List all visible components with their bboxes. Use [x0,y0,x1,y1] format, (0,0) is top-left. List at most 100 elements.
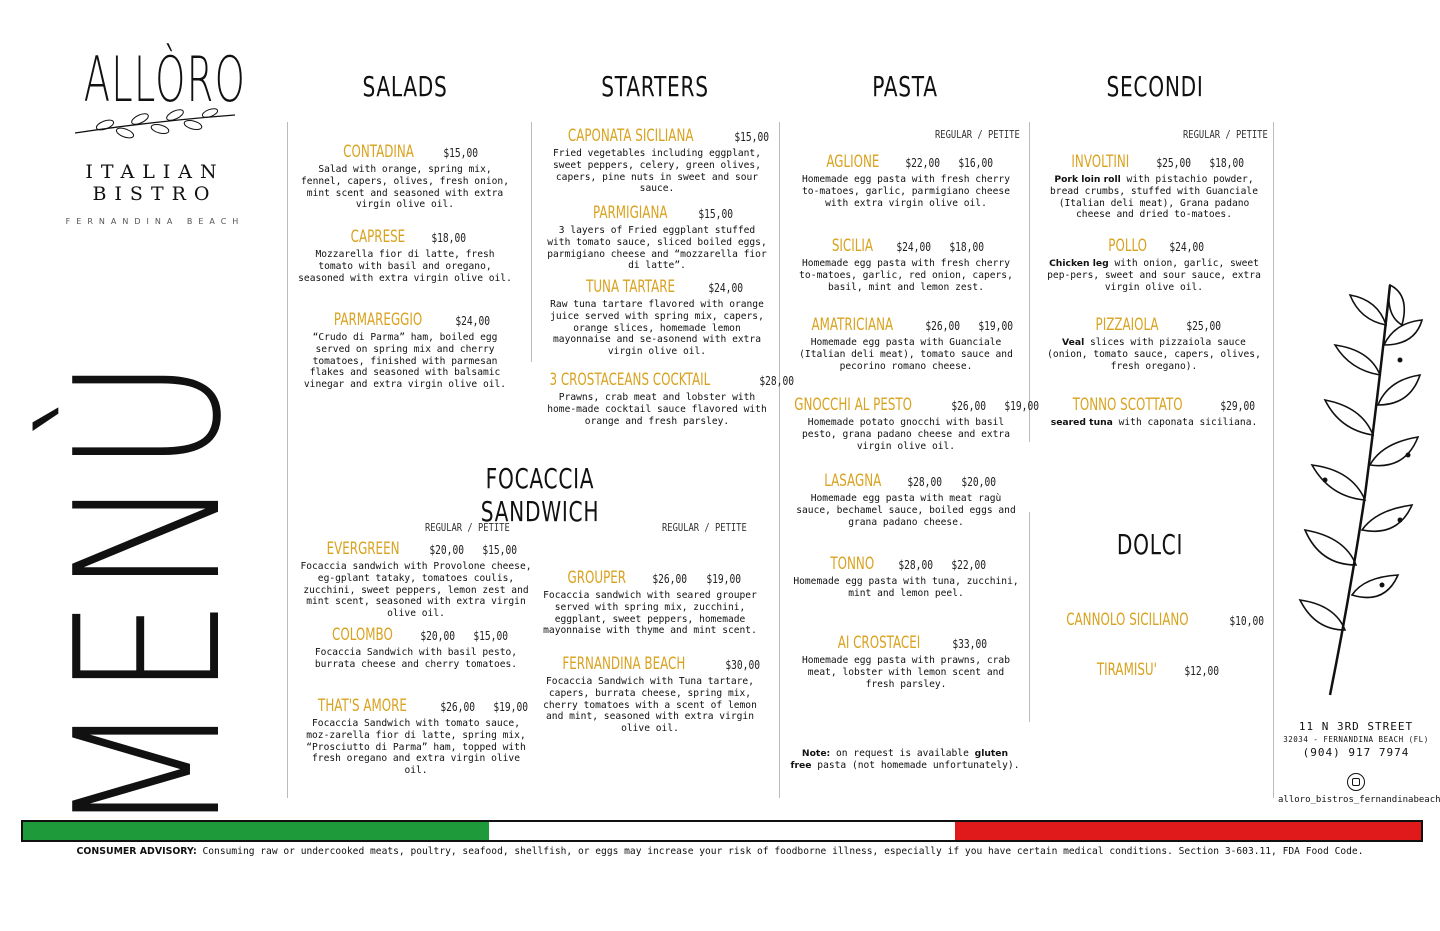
item-name: LASAGNA [824,471,882,491]
menu-item: CAPONATA SICILIANA $15,00 Fried vegetable… [545,126,769,195]
item-price-petite: $18,00 [1209,156,1245,170]
heading-focaccia: FOCACCIA SANDWICH [480,462,600,528]
item-price: $15,00 [443,146,478,160]
item-description: Raw tuna tartare flavored with orange ju… [550,299,764,358]
menu-item: POLLO $24,00 Chicken leg with onion, garl… [1042,236,1266,293]
consumer-advisory: CONSUMER ADVISORY: Consuming raw or unde… [76,846,1364,857]
item-price: $25,00 [1186,319,1222,333]
instagram-icon[interactable] [1347,773,1365,791]
item-price: $12,00 [1184,664,1220,678]
item-description: Focaccia Sandwich with basil pesto, burr… [314,647,518,670]
divider [1029,512,1030,722]
address-block: 11 N 3RD STREET 32034 - FERNANDINA BEACH… [1278,720,1440,805]
menu-item: TIRAMISU' $12,00 [1042,660,1266,680]
menu-item: PARMAREGGIO $24,00 “Crudo di Parma” ham, … [296,310,514,391]
menu-item: EVERGREEN $20,00 $15,00 Focaccia sandwich … [300,539,532,620]
item-description: Fried vegetables including eggplant, swe… [553,148,761,195]
item-name: EVERGREEN [326,539,400,559]
item-price: $29,00 [1220,399,1255,413]
item-description: 3 layers of Fried eggplant stuffed with … [547,225,767,272]
item-name: CAPONATA SICILIANA [567,126,694,146]
menu-item: SICILIA $24,00 $18,00 Homemade egg pasta w… [792,236,1020,293]
regular-petite-label: REGULAR / PETITE [935,128,1020,141]
menu-item: GNOCCHI AL PESTO $26,00 $19,00 Homemade po… [792,395,1039,452]
item-name: CANNOLO SICILIANO [1066,610,1189,630]
item-price: $24,00 [896,240,932,254]
menu-item: LASAGNA $28,00 $20,00 Homemade egg pasta w… [792,471,1020,528]
menu-item: THAT'S AMORE $26,00 $19,00 Focaccia Sandwi… [300,696,532,777]
item-description: Homemade egg pasta with fresh cherry to-… [799,258,1013,293]
divider [287,122,288,798]
heading-dolci: DOLCI [1116,528,1184,561]
olive-branch-illustration-icon [1298,283,1424,696]
item-name: CAPRESE [351,227,406,247]
item-price: $26,00 [440,700,476,714]
item-price-petite: $15,00 [482,543,518,557]
item-price: $22,00 [904,156,940,170]
item-price: $25,00 [1156,156,1192,170]
item-name: GROUPER [567,568,626,588]
menu-item: GROUPER $26,00 $19,00 Focaccia sandwich wi… [538,568,762,637]
menu-item: AGLIONE $22,00 $16,00 Homemade egg pasta w… [792,152,1020,209]
item-price-petite: $16,00 [958,156,993,170]
menu-item: CONTADINA $15,00 Salad with orange, sprin… [298,142,512,211]
item-name: PIZZAIOLA [1095,315,1159,335]
item-price-petite: $22,00 [951,558,987,572]
item-price: $26,00 [652,572,688,586]
item-description: Focaccia sandwich with Provolone cheese,… [300,561,532,620]
item-name: TONNO SCOTTATO [1072,395,1183,415]
menu-item: AI CROSTACEI $33,00 Homemade egg pasta wi… [792,633,1020,690]
item-price: $15,00 [734,130,770,144]
item-name: COLOMBO [332,625,394,645]
heading-starters: STARTERS [601,70,709,103]
item-price: $30,00 [725,658,761,672]
item-description: Mozzarella fior di latte, fresh tomato w… [298,249,512,284]
address-city: 32034 - FERNANDINA BEACH (FL) [1283,735,1429,744]
item-description: Homemade egg pasta with prawns, crab mea… [802,655,1010,690]
item-description: Homemade egg pasta with fresh cherry to-… [802,174,1010,209]
brand-subtitle: ITALIAN BISTRO [85,161,225,205]
heading-pasta: PASTA [872,70,938,103]
instagram-handle[interactable]: alloro_bistros_fernandinabeach [1278,795,1440,805]
item-price: $15,00 [697,207,733,221]
item-price: $18,00 [431,231,467,245]
item-price: $24,00 [708,281,743,295]
item-price-petite: $19,00 [706,572,741,586]
brand-location: FERNANDINA BEACH [65,217,245,226]
heading-salads: SALADS [362,70,448,103]
address-street: 11 N 3RD STREET [1298,720,1414,733]
item-name: TUNA TARTARE [585,277,675,297]
italian-flag-bar [21,820,1423,842]
menu-item: CANNOLO SICILIANO $10,00 [1042,610,1266,630]
menu-item: COLOMBO $20,00 $15,00 Focaccia Sandwich wi… [300,625,532,671]
menu-item: PARMIGIANA $15,00 3 layers of Fried eggpl… [545,203,769,272]
item-description: Focaccia Sandwich with Tuna tartare, cap… [543,676,757,735]
item-name: CONTADINA [342,142,414,162]
item-name: SICILIA [832,236,874,256]
brand-logo: ALLÒRO ITALIAN BISTRO FERNANDINA BEACH [40,45,270,227]
item-name: GNOCCHI AL PESTO [793,395,912,415]
gluten-free-note: Note: on request is available gluten fre… [790,748,1020,771]
item-name: AI CROSTACEI [838,633,921,653]
item-price: $10,00 [1229,614,1264,628]
item-price-petite: $20,00 [961,475,996,489]
item-name: TIRAMISU' [1097,660,1158,680]
item-description: Chicken leg with onion, garlic, sweet pe… [1047,258,1261,293]
item-description: seared tuna with caponata siciliana. [1050,417,1258,428]
item-description: Prawns, crab meat and lobster with home-… [547,392,767,427]
item-description: “Crudo di Parma” ham, boiled egg served … [303,332,507,391]
flag-red [955,822,1421,840]
item-name: THAT'S AMORE [318,696,408,716]
menu-item: TUNA TARTARE $24,00 Raw tuna tartare flav… [545,277,769,358]
item-description: Homemade potato gnocchi with basil pesto… [802,417,1010,452]
item-name: PARMAREGGIO [334,310,423,330]
divider [779,122,780,798]
item-price-petite: $15,00 [473,629,509,643]
item-price: $24,00 [1169,240,1205,254]
item-description: Homemade egg pasta with tuna, zucchini, … [793,576,1019,599]
divider [531,122,532,362]
heading-secondi: SECONDI [1106,70,1204,103]
menu-item: FERNANDINA BEACH $30,00 Focaccia Sandwich… [538,654,762,735]
item-description: Focaccia Sandwich with tomato sauce, moz… [306,718,526,777]
item-name: INVOLTINI [1071,152,1130,172]
